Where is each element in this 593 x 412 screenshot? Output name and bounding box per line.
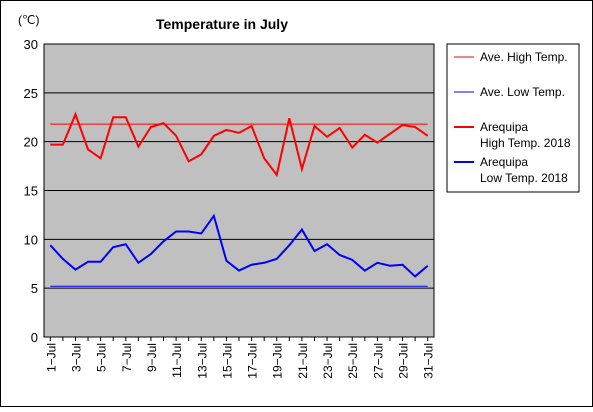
y-tick-label: 20 — [24, 135, 38, 150]
x-tick-label: 15−Jul — [220, 343, 234, 379]
x-tick-label: 19−Jul — [271, 343, 285, 379]
series-lines — [49, 111, 429, 287]
x-tick-label: 29−Jul — [397, 343, 411, 379]
y-tick-label: 0 — [31, 330, 38, 345]
legend-label-0: Ave. High Temp. — [480, 50, 568, 64]
legend-label-3: Arequipa — [480, 155, 528, 169]
axes: 0 5 10 15 20 25 30 1−Jul 3−Jul 5−Jul 7−Jul 9−Jul 11−… — [24, 37, 436, 379]
x-tick-label: 17−Jul — [246, 343, 260, 379]
legend-label-3: Low Temp. 2018 — [480, 171, 568, 185]
x-tick-label: 31−Jul — [422, 343, 436, 379]
x-tick-label: 23−Jul — [321, 343, 335, 379]
unit-label: (℃) — [18, 13, 39, 27]
x-tick-label: 13−Jul — [195, 343, 209, 379]
y-tick-label: 5 — [31, 281, 38, 296]
x-tick-label: 27−Jul — [371, 343, 385, 379]
legend-box — [446, 43, 580, 193]
grid-lines — [44, 92, 434, 289]
x-tick-label: 21−Jul — [296, 343, 310, 379]
chart-title: Temperature in July — [156, 16, 288, 32]
x-tick-label: 5−Jul — [95, 343, 109, 372]
y-tick-label: 15 — [24, 184, 38, 199]
y-tick-label: 30 — [24, 37, 38, 52]
x-tick-label: 9−Jul — [145, 343, 159, 372]
legend-label-2: High Temp. 2018 — [480, 136, 571, 150]
legend-label-1: Ave. Low Temp. — [480, 85, 565, 99]
legend: Ave. High Temp. Ave. Low Temp. Arequipa Hig… — [446, 43, 580, 193]
legend-label-2: Arequipa — [480, 120, 528, 134]
x-tick-label: 3−Jul — [69, 343, 83, 372]
x-tick-label: 25−Jul — [346, 343, 360, 379]
x-tick-label: 11−Jul — [170, 343, 184, 378]
y-tick-label: 10 — [24, 232, 38, 247]
x-tick-label: 1−Jul — [44, 343, 58, 372]
x-tick-label: 7−Jul — [120, 343, 134, 372]
series-line-2 — [50, 111, 429, 178]
y-tick-label: 25 — [24, 86, 38, 101]
series-line-3 — [49, 213, 429, 278]
